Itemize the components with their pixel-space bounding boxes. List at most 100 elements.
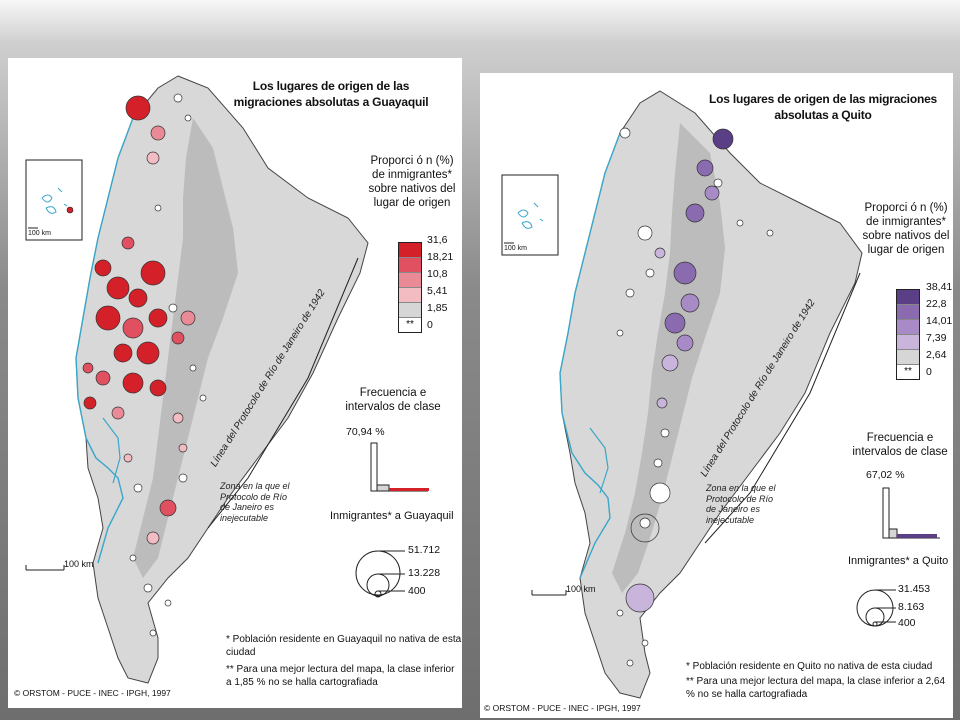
quito-map-panel: Los lugares de origen de las migraciones… <box>480 73 953 718</box>
scale-label: 100 km <box>566 584 596 594</box>
class-break: 38,41 <box>926 281 953 293</box>
origin-symbol <box>641 639 649 647</box>
map-title: Los lugares de origen de las migraciones… <box>708 92 938 122</box>
origin-symbol <box>637 225 653 241</box>
origin-symbol <box>83 396 97 410</box>
class-swatch <box>897 335 919 350</box>
origin-symbol <box>111 406 125 420</box>
frequency-title: Frecuencia e intervalos de clase <box>852 432 948 458</box>
origin-symbol <box>660 428 670 438</box>
origin-symbol <box>654 247 666 259</box>
quito-map-graphic <box>501 90 940 699</box>
size-legend-circle <box>872 621 878 627</box>
class-break: 0 <box>427 319 433 331</box>
class-break: 14,01 <box>926 315 953 327</box>
size-legend-label: 31.453 <box>898 583 931 595</box>
origin-symbol <box>184 114 192 122</box>
andes-region <box>133 118 238 578</box>
nodata-swatch: ** <box>399 318 421 332</box>
histogram-bar <box>882 487 890 539</box>
origin-symbol <box>625 288 635 298</box>
origin-symbol <box>154 204 162 212</box>
frequency-value: 67,02 % <box>866 469 905 481</box>
origin-symbol <box>713 178 723 188</box>
galapagos-symbol <box>66 206 74 214</box>
class-swatch <box>897 350 919 365</box>
origin-symbol <box>171 331 185 345</box>
frequency-value: 70,94 % <box>346 426 385 438</box>
origin-symbol <box>625 583 655 613</box>
origin-symbol <box>173 93 183 103</box>
class-swatch <box>399 288 421 303</box>
origin-symbol <box>656 397 668 409</box>
origin-symbol <box>168 303 178 313</box>
scale-bar <box>531 590 567 596</box>
origin-symbol <box>178 473 188 483</box>
legend-title: Proporci ó n (%) de inmigrantes* sobre n… <box>862 202 950 256</box>
origin-symbol <box>696 159 714 177</box>
origin-symbol <box>125 95 151 121</box>
origin-symbol <box>189 364 197 372</box>
class-break: 18,21 <box>427 251 454 263</box>
protocol-border-line <box>704 272 861 544</box>
size-legend <box>856 589 896 627</box>
scale-label: 100 km <box>64 559 94 569</box>
class-swatch <box>399 303 421 318</box>
origin-symbol <box>95 370 111 386</box>
origin-symbol <box>136 341 160 365</box>
origin-symbol <box>704 185 720 201</box>
river-guayas <box>589 427 609 494</box>
zone-note: Zona en la que el Protocolo de Río de Ja… <box>220 481 290 523</box>
origin-symbol <box>199 394 207 402</box>
class-break: 0 <box>926 366 932 378</box>
origin-symbol <box>673 261 697 285</box>
size-legend-label: 400 <box>898 617 916 629</box>
class-break: 31,6 <box>427 234 448 246</box>
coastline <box>559 132 621 579</box>
class-legend: ** <box>896 289 920 380</box>
galapagos-inset-frame <box>25 159 83 241</box>
origin-symbols <box>82 93 207 637</box>
river-guayas <box>102 417 121 484</box>
origin-symbol <box>129 554 137 562</box>
footnote-1: * Población residente en Guayaquil no na… <box>226 634 462 658</box>
origin-symbol <box>676 334 694 352</box>
size-legend-circle <box>865 607 885 627</box>
origin-symbol <box>664 312 686 334</box>
guayaquil-map-panel: Los lugares de origen de las migraciones… <box>8 58 462 708</box>
origin-symbol <box>149 629 157 637</box>
coastline <box>75 117 134 564</box>
nodata-swatch: ** <box>897 365 919 379</box>
origin-symbol <box>123 453 133 463</box>
histogram-bar <box>370 442 378 492</box>
origin-symbol <box>180 310 196 326</box>
size-legend-label: 400 <box>408 585 426 597</box>
zone-note: Zona en la que el Protocolo de Río de Ja… <box>706 483 776 525</box>
map-title: Los lugares de origen de las migraciones… <box>233 79 429 109</box>
origin-symbol <box>661 354 679 372</box>
origin-symbol <box>148 308 168 328</box>
origin-symbol <box>149 379 167 397</box>
origin-symbol <box>164 599 172 607</box>
origin-symbol <box>712 128 734 150</box>
origin-symbol <box>143 583 153 593</box>
origin-symbol <box>146 531 160 545</box>
class-swatch <box>399 243 421 258</box>
histogram-bar <box>376 484 390 492</box>
class-break: 22,8 <box>926 298 947 310</box>
frequency-histogram <box>882 487 940 539</box>
size-legend-label: 8.163 <box>898 601 925 613</box>
origin-symbol <box>172 412 184 424</box>
origin-symbol <box>150 125 166 141</box>
origin-symbol <box>95 305 121 331</box>
class-swatch <box>399 273 421 288</box>
origin-symbol <box>645 268 655 278</box>
origin-symbol <box>649 482 671 504</box>
origin-symbol <box>146 151 160 165</box>
origin-symbol <box>113 343 133 363</box>
guayaquil-map-graphic <box>25 75 429 684</box>
scale-bar <box>25 565 65 571</box>
footnote-2: ** Para una mejor lectura del mapa, la c… <box>686 676 946 700</box>
class-swatch <box>897 290 919 305</box>
origin-symbols <box>616 127 774 667</box>
